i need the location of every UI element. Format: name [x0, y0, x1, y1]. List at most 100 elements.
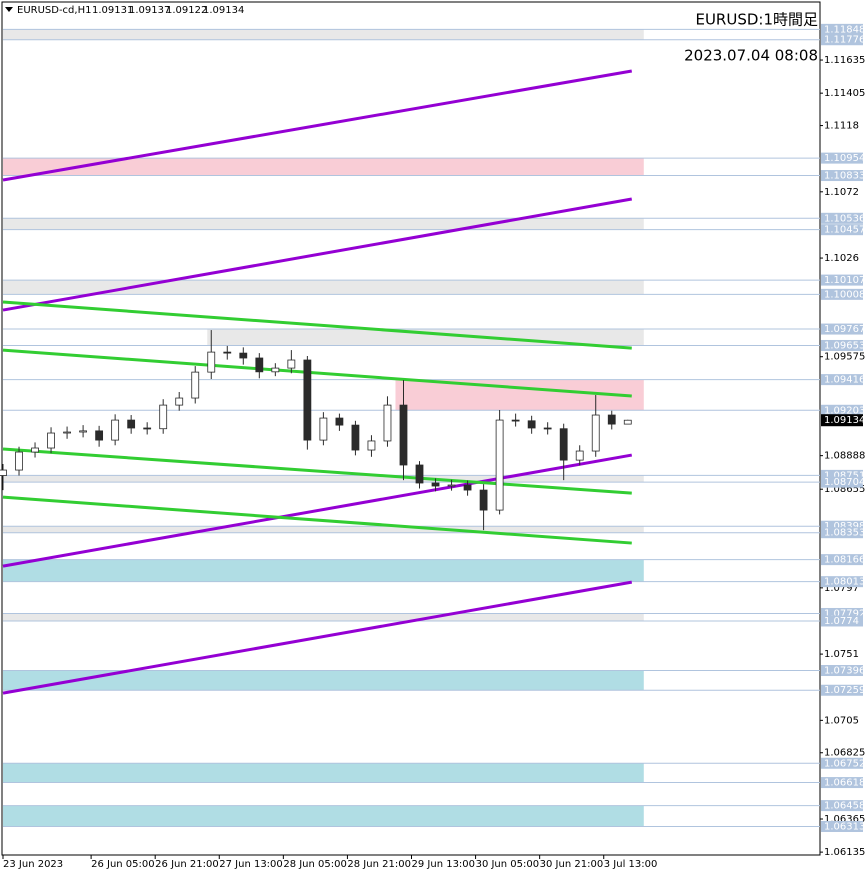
- level-tag: [821, 607, 863, 619]
- candle-body: [15, 451, 23, 471]
- header-open: 1.09131: [92, 5, 133, 16]
- level-label: 1.07259: [824, 685, 865, 696]
- level-label: 1.08751: [824, 470, 865, 481]
- candle-body: [143, 427, 152, 430]
- level-tag: [821, 615, 863, 627]
- level-tag: [821, 554, 863, 566]
- level-label: 1.0774: [824, 616, 859, 627]
- candle-body: [303, 359, 312, 441]
- trend-line: [2, 495, 632, 545]
- candle-body: [191, 371, 200, 399]
- candle-body: [255, 357, 264, 373]
- level-tag: [821, 469, 863, 481]
- candle-body: [0, 469, 7, 476]
- level-label: 1.09203: [824, 405, 865, 416]
- level-label: 1.10457: [824, 225, 865, 236]
- y-tick-label: 1.0751: [824, 649, 859, 660]
- x-tick-label: 29 Jun 13:00: [412, 859, 476, 870]
- candle-body: [159, 404, 168, 430]
- level-tag: [821, 404, 863, 416]
- candle-body: [527, 420, 536, 429]
- level-label: 1.07792: [824, 608, 865, 619]
- candle-body: [399, 404, 408, 466]
- menu-arrow[interactable]: [5, 7, 13, 12]
- zone: [3, 158, 644, 176]
- x-tick-label: 23 Jun 2023: [3, 859, 63, 870]
- y-tick-label: 1.08888: [824, 451, 865, 462]
- x-tick-label: 27 Jun 13:00: [219, 859, 283, 870]
- candle-body: [543, 427, 552, 430]
- level-label: 1.08353: [824, 528, 865, 539]
- level-tag: [821, 757, 863, 769]
- level-label: 1.08398: [824, 521, 865, 532]
- candle-body: [127, 419, 136, 429]
- level-tag: [821, 34, 863, 46]
- zone: [3, 29, 644, 40]
- zone: [3, 613, 644, 621]
- level-tag: [821, 684, 863, 696]
- level-tag: [821, 374, 863, 386]
- candle-body: [271, 367, 280, 373]
- candle-body: [79, 430, 87, 433]
- level-tag: [821, 170, 863, 182]
- y-tick-label: 1.11635: [824, 55, 865, 66]
- level-tag: [821, 274, 863, 286]
- level-tag: [821, 800, 863, 812]
- y-tick-label: 1.09575: [824, 352, 865, 363]
- level-label: 1.08013: [824, 577, 865, 588]
- candle-body: [607, 414, 616, 425]
- x-tick-label: 3 Jul 13:00: [604, 859, 658, 870]
- trend-line: [2, 447, 632, 495]
- level-tag: [821, 476, 863, 488]
- candle-body: [623, 419, 632, 425]
- level-label: 1.08704: [824, 477, 865, 488]
- x-tick-label: 28 Jun 21:00: [347, 859, 411, 870]
- zone: [3, 475, 644, 483]
- chart-subtitle: 2023.07.04 08:08: [684, 47, 818, 65]
- candle-body: [415, 464, 424, 484]
- candle-body: [319, 417, 328, 441]
- trend-line: [2, 348, 632, 398]
- zone: [3, 559, 644, 582]
- level-tag: [821, 527, 863, 539]
- candle-body: [287, 359, 296, 369]
- level-label: 1.06458: [824, 801, 865, 812]
- candle-body: [239, 352, 248, 359]
- trend-line: [2, 300, 632, 350]
- y-tick-label: 1.0797: [824, 583, 859, 594]
- level-label: 1.11776: [824, 35, 865, 46]
- y-tick-label: 1.06365: [824, 814, 865, 825]
- price-tag: [821, 414, 863, 427]
- zone: [3, 670, 644, 691]
- candle-body: [223, 351, 232, 354]
- candle-body: [511, 419, 520, 422]
- x-tick-label: 30 Jun 21:00: [540, 859, 604, 870]
- header-low: 1.09122: [166, 5, 207, 16]
- x-tick-label: 26 Jun 05:00: [91, 859, 155, 870]
- level-label: 1.10536: [824, 213, 865, 224]
- x-tick-label: 28 Jun 05:00: [283, 859, 347, 870]
- level-tag: [821, 777, 863, 789]
- y-tick-label: 1.1118: [824, 121, 859, 132]
- level-label: 1.10008: [824, 289, 865, 300]
- header-close: 1.09134: [203, 5, 244, 16]
- y-tick-label: 1.1026: [824, 253, 859, 264]
- y-tick-label: 1.06825: [824, 748, 865, 759]
- trend-line: [2, 69, 633, 182]
- level-label: 1.09767: [824, 324, 865, 335]
- level-tag: [821, 152, 863, 164]
- level-label: 1.09653: [824, 340, 865, 351]
- header-high: 1.09137: [129, 5, 170, 16]
- level-label: 1.06618: [824, 778, 865, 789]
- level-label: 1.10107: [824, 275, 865, 286]
- level-tag: [821, 23, 863, 35]
- level-tag: [821, 288, 863, 300]
- zone: [3, 526, 644, 533]
- candle-body: [447, 484, 456, 487]
- candle-body: [47, 432, 55, 449]
- x-tick-label: 26 Jun 21:00: [155, 859, 219, 870]
- candle-body: [111, 419, 120, 441]
- y-tick-label: 1.0705: [824, 715, 859, 726]
- level-tag: [821, 665, 863, 677]
